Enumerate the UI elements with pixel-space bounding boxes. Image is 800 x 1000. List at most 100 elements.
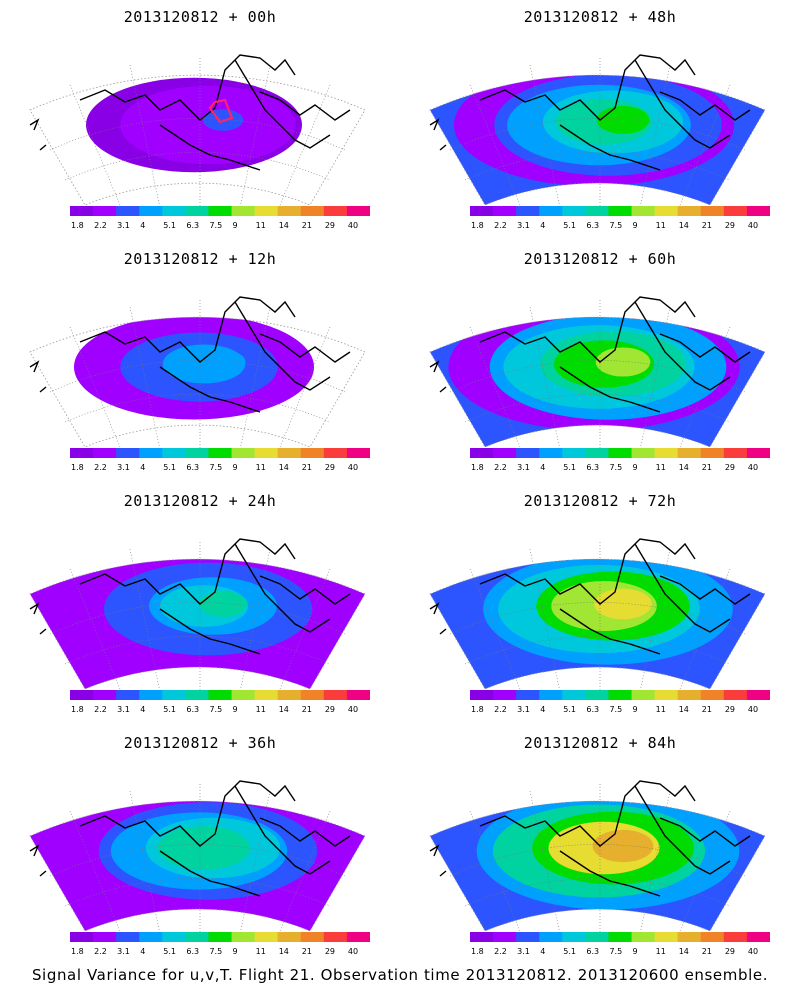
colorbar-label: 6.3 bbox=[586, 463, 599, 472]
colorbar-label: 7.5 bbox=[209, 705, 222, 714]
colorbar-swatch bbox=[746, 690, 770, 700]
colorbar-swatch bbox=[631, 932, 656, 942]
colorbar-label: 3.1 bbox=[117, 947, 130, 956]
colorbar-swatch bbox=[723, 932, 748, 942]
map-panel: 2013120812 + 00h 1.8 2.2 3.1 4 5.1 6.3 7.5 9 11 14… bbox=[10, 8, 390, 244]
colorbar-swatch bbox=[162, 206, 186, 216]
colorbar-label: 21 bbox=[702, 705, 712, 714]
colorbar-label: 29 bbox=[725, 463, 735, 472]
colorbar-label: 2.2 bbox=[94, 705, 107, 714]
colorbar-swatch bbox=[116, 206, 140, 216]
colorbar-swatch bbox=[608, 690, 633, 700]
colorbar-label: 11 bbox=[656, 947, 666, 956]
colorbar-swatch bbox=[323, 448, 348, 458]
panel-title: 2013120812 + 60h bbox=[523, 250, 677, 268]
colorbar-label: 2.2 bbox=[494, 705, 507, 714]
colorbar-swatch bbox=[723, 448, 748, 458]
coastline bbox=[429, 538, 751, 655]
panel-title: 2013120812 + 48h bbox=[523, 8, 677, 26]
colorbar-label: 14 bbox=[679, 947, 689, 956]
colorbar-swatch bbox=[654, 690, 679, 700]
colorbar-swatch bbox=[585, 206, 609, 216]
colorbar-swatch bbox=[277, 932, 302, 942]
colorbar-swatch bbox=[70, 448, 94, 458]
colorbar-label: 9 bbox=[233, 221, 238, 230]
colorbar-label: 21 bbox=[302, 221, 312, 230]
colorbar-swatch bbox=[585, 448, 609, 458]
colorbar-swatch bbox=[300, 690, 325, 700]
colorbar-swatch bbox=[470, 932, 494, 942]
colorbar-label: 14 bbox=[279, 705, 289, 714]
colorbar-label: 6.3 bbox=[586, 705, 599, 714]
graticule bbox=[49, 784, 346, 935]
colorbar-label: 14 bbox=[279, 221, 289, 230]
colorbar-label: 7.5 bbox=[609, 947, 622, 956]
colorbar-label: 11 bbox=[256, 705, 266, 714]
colorbar-swatch bbox=[254, 448, 279, 458]
colorbar-label: 2.2 bbox=[494, 947, 507, 956]
colorbar-swatch bbox=[162, 932, 186, 942]
colorbar-label: 40 bbox=[348, 221, 358, 230]
colorbar-swatch bbox=[185, 690, 209, 700]
colorbar-swatch bbox=[654, 448, 679, 458]
coastline bbox=[29, 296, 351, 413]
colorbar-label: 11 bbox=[256, 947, 266, 956]
colorbar-swatch bbox=[139, 206, 163, 216]
colorbar-label: 11 bbox=[256, 221, 266, 230]
colorbar-label: 6.3 bbox=[186, 221, 199, 230]
colorbar-swatch bbox=[562, 690, 586, 700]
colorbar-label: 14 bbox=[679, 221, 689, 230]
colorbar-label: 4 bbox=[140, 221, 145, 230]
contour-region bbox=[596, 106, 650, 134]
coastline bbox=[429, 54, 751, 171]
colorbar-swatch bbox=[254, 690, 279, 700]
colorbar-swatch bbox=[300, 206, 325, 216]
colorbar-swatch bbox=[723, 690, 748, 700]
colorbar: 1.8 2.2 3.1 4 5.1 6.3 7.5 9 11 14 21 29 40 bbox=[70, 206, 370, 230]
colorbar-swatch bbox=[516, 206, 540, 216]
colorbar-swatch bbox=[516, 448, 540, 458]
colorbar-label: 40 bbox=[748, 705, 758, 714]
colorbar-swatch bbox=[539, 690, 563, 700]
colorbar-label: 14 bbox=[279, 947, 289, 956]
map-boundary bbox=[29, 558, 366, 690]
colorbar-label: 5.1 bbox=[163, 463, 176, 472]
colorbar-swatch bbox=[254, 206, 279, 216]
panel-title: 2013120812 + 24h bbox=[123, 492, 277, 510]
colorbar-label: 7.5 bbox=[609, 705, 622, 714]
colorbar-swatch bbox=[208, 690, 233, 700]
coastline bbox=[29, 54, 351, 171]
contour-region bbox=[200, 350, 246, 374]
colorbar-label: 3.1 bbox=[517, 947, 530, 956]
colorbar-swatch bbox=[608, 448, 633, 458]
colorbar-label: 6.3 bbox=[186, 463, 199, 472]
colorbar-label: 5.1 bbox=[563, 947, 576, 956]
colorbar-swatch bbox=[539, 932, 563, 942]
contour-region bbox=[197, 832, 249, 860]
colorbar-label: 9 bbox=[233, 947, 238, 956]
colorbar-swatch bbox=[323, 690, 348, 700]
colorbar-label: 21 bbox=[302, 947, 312, 956]
colorbar-label: 40 bbox=[748, 947, 758, 956]
colorbar-swatch bbox=[116, 690, 140, 700]
map-boundary bbox=[29, 316, 366, 448]
colorbar-label: 29 bbox=[725, 947, 735, 956]
colorbar-swatch bbox=[208, 932, 233, 942]
colorbar-label: 21 bbox=[702, 221, 712, 230]
map-panel: 2013120812 + 36h 1.8 2.2 3.1 4 5.1 6.3 7.5 9 11 14… bbox=[10, 734, 390, 970]
forecast-map bbox=[429, 54, 766, 209]
colorbar-swatch bbox=[470, 690, 494, 700]
colorbar-label: 1.8 bbox=[71, 705, 84, 714]
colorbar-label: 14 bbox=[679, 463, 689, 472]
colorbar-label: 1.8 bbox=[71, 947, 84, 956]
colorbar-swatch bbox=[162, 690, 186, 700]
colorbar-label: 3.1 bbox=[517, 705, 530, 714]
panel-title: 2013120812 + 00h bbox=[123, 8, 277, 26]
colorbar: 1.8 2.2 3.1 4 5.1 6.3 7.5 9 11 14 21 29 40 bbox=[470, 206, 770, 230]
colorbar-swatch bbox=[185, 206, 209, 216]
colorbar-label: 40 bbox=[748, 463, 758, 472]
colorbar-swatch bbox=[231, 448, 256, 458]
colorbar-swatch bbox=[746, 448, 770, 458]
colorbar-swatch bbox=[677, 690, 702, 700]
colorbar-swatch bbox=[277, 206, 302, 216]
